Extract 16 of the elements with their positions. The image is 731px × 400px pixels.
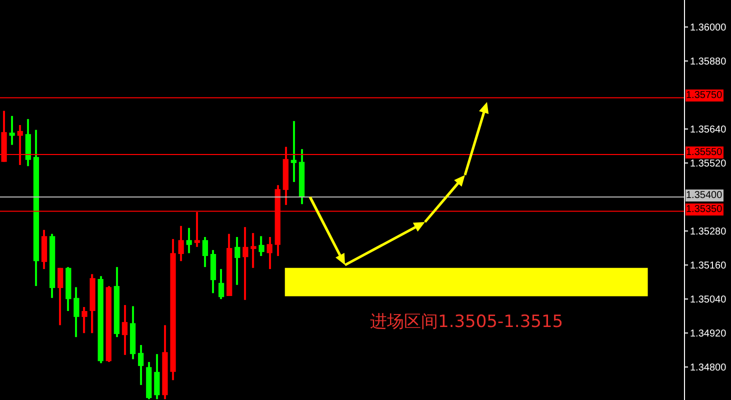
y-tick-label: 1.34800 (690, 362, 727, 374)
y-tick-label: 1.35520 (690, 158, 727, 170)
candlestick (290, 121, 297, 182)
band-label: 进场区间1.3505-1.3515 (370, 312, 564, 332)
ref-line-label: 1.35750 (686, 90, 723, 101)
y-tick-label: 1.35040 (690, 294, 727, 306)
y-tick-label: 1.35280 (690, 226, 727, 238)
y-tick-label: 1.36000 (690, 22, 727, 34)
candlestick (250, 233, 256, 268)
ref-line-label: 1.35400 (686, 190, 723, 201)
y-tick-label: 1.35640 (690, 124, 727, 136)
y-tick-label: 1.35160 (690, 260, 727, 272)
y-tick-label: 1.35880 (690, 56, 727, 68)
y-tick-label: 1.34920 (690, 328, 727, 340)
ref-line-label: 1.35550 (686, 147, 723, 158)
ref-line-label: 1.35350 (686, 204, 723, 215)
